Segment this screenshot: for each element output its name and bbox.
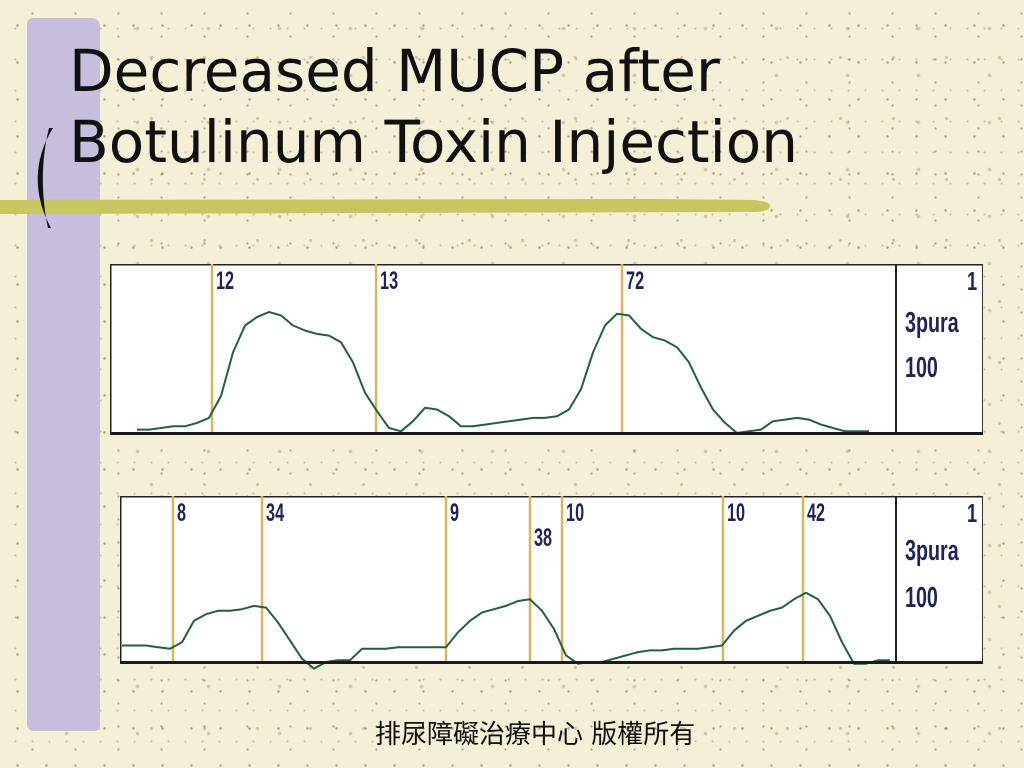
marker-label: 10	[566, 500, 584, 527]
marker-label: 38	[534, 525, 552, 552]
slide-title: Decreased MUCP after Botulinum Toxin Inj…	[69, 36, 798, 178]
marker-group: 8 34 9 38 10 10 42	[171, 496, 825, 662]
channel-number: 1	[967, 266, 978, 296]
title-line-1: Decreased MUCP after	[69, 37, 720, 105]
channel-label: 3pura	[905, 307, 959, 339]
marker-label: 13	[380, 268, 398, 295]
trace-group	[137, 311, 869, 434]
pressure-chart-bottom: 8 34 9 38 10 10 42 1 3pura 100	[120, 496, 983, 670]
channel-scale: 100	[905, 582, 938, 614]
pressure-trace	[122, 591, 890, 670]
pressure-chart-top: 12 13 72 1 3pura 100	[110, 264, 983, 435]
marker-label: 10	[727, 500, 745, 527]
marker-label: 8	[177, 500, 186, 527]
marker-label: 72	[626, 268, 644, 295]
footer-copyright: 排尿障礙治療中心 版權所有	[375, 720, 696, 750]
marker-label: 12	[216, 268, 234, 295]
trace-group	[122, 591, 890, 670]
marker-label: 9	[450, 500, 459, 527]
title-line-2: Botulinum Toxin Injection	[69, 108, 799, 176]
bracket-ornament	[37, 128, 53, 228]
channel-scale: 100	[905, 352, 938, 384]
marker-group: 12 13 72	[210, 264, 644, 433]
baseline	[110, 432, 983, 435]
baseline	[120, 661, 983, 664]
marker-label: 42	[807, 500, 825, 527]
marker-label: 34	[266, 500, 284, 527]
channel-number: 1	[967, 498, 978, 528]
channel-label: 3pura	[905, 535, 959, 567]
scale-divider	[895, 496, 897, 664]
title-underline-rule	[0, 199, 771, 214]
pressure-plot-bottom: 8 34 9 38 10 10 42	[122, 496, 890, 670]
pressure-plot-top: 12 13 72	[137, 264, 869, 434]
pressure-trace	[137, 311, 869, 434]
side-bar	[27, 18, 100, 731]
scale-divider	[895, 264, 897, 435]
